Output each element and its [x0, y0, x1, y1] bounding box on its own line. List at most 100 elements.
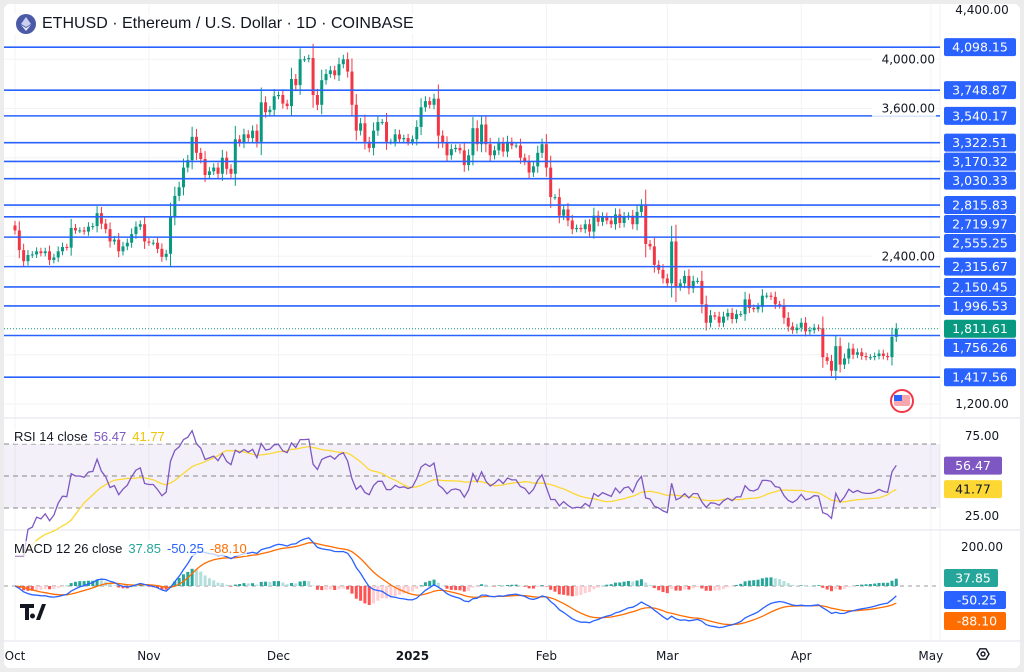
macd-histogram-bar	[480, 584, 484, 586]
candle-up	[683, 275, 687, 284]
macd-histogram-bar	[147, 586, 151, 587]
macd-histogram-bar	[613, 582, 617, 586]
candle-down	[717, 316, 721, 323]
macd-value: -50.25	[166, 541, 204, 556]
macd-histogram-bar	[190, 568, 194, 586]
tradingview-logo-icon	[20, 604, 46, 620]
candle-up	[873, 355, 877, 358]
candle-up	[52, 257, 56, 260]
candle-up	[760, 295, 764, 307]
macd-histogram-bar	[268, 581, 272, 586]
candle-up	[531, 166, 535, 173]
candle-down	[817, 327, 821, 329]
macd-histogram-bar	[670, 586, 674, 589]
macd-histogram-bar	[834, 586, 838, 590]
macd-histogram-bar	[43, 586, 47, 590]
candle-up	[169, 216, 173, 254]
candle-up	[454, 147, 458, 150]
candle-down	[22, 250, 26, 262]
macd-histogram-bar	[497, 585, 501, 586]
candle-down	[436, 98, 440, 136]
candle-down	[238, 139, 242, 143]
macd-histogram-bar	[510, 584, 514, 586]
level-price-label: 4,098.15	[952, 40, 1008, 55]
macd-histogram-bar	[225, 584, 229, 586]
macd-histogram-bar	[65, 585, 69, 587]
candle-up	[56, 251, 60, 258]
candle-down	[838, 346, 842, 365]
level-price-label: 2,315.67	[952, 259, 1008, 274]
chart-canvas[interactable]: 4,400.00 4,000.00 3,600.00 2,400.00 1,200.00…	[4, 4, 1020, 668]
candle-up	[121, 246, 125, 252]
settings-gear-icon[interactable]	[976, 648, 990, 660]
candle-down	[229, 168, 233, 174]
macd-histogram-bar	[415, 586, 419, 589]
candle-up	[277, 94, 281, 97]
candle-down	[73, 227, 77, 231]
price-axis-label-backdrop	[872, 100, 936, 117]
macd-histogram-bar	[518, 585, 522, 587]
candle-up	[415, 126, 419, 140]
rsi-value: 56.47	[93, 429, 127, 444]
candle-up	[220, 157, 224, 174]
candle-down	[644, 204, 648, 244]
macd-histogram-bar	[683, 586, 687, 590]
time-axis-label: 2025	[396, 649, 429, 663]
macd-histogram-bar	[881, 582, 885, 586]
macd-histogram-bar	[108, 584, 112, 586]
candle-up	[380, 122, 384, 124]
macd-histogram-bar	[557, 586, 561, 595]
macd-histogram-bar	[484, 584, 488, 586]
candle-down	[791, 326, 795, 331]
candle-up	[765, 295, 769, 297]
macd-histogram-bar	[795, 585, 799, 587]
macd-histogram-bar	[799, 585, 803, 586]
macd-histogram-bar	[829, 586, 833, 592]
candle-up	[359, 123, 363, 131]
macd-histogram-bar	[216, 582, 220, 586]
candle-down	[752, 307, 756, 310]
candle-up	[298, 59, 302, 86]
level-price-tag	[944, 106, 1016, 125]
macd-histogram-bar	[713, 586, 717, 591]
ethereum-logo-icon	[16, 14, 36, 34]
candle-down	[488, 144, 492, 156]
macd-histogram-bar	[298, 581, 302, 586]
symbol-title[interactable]: ETHUSD · Ethereum / U.S. Dollar · 1D · C…	[42, 15, 414, 32]
candle-down	[881, 353, 885, 356]
candle-up	[799, 322, 803, 328]
candle-up	[268, 109, 272, 113]
rsi-title[interactable]: RSI 14 close	[14, 429, 88, 444]
level-price-tag	[944, 171, 1016, 190]
macd-histogram-bar	[462, 586, 466, 592]
macd-histogram-bar	[212, 580, 216, 586]
macd-histogram-bar	[661, 586, 665, 593]
macd-histogram-bar	[536, 586, 540, 588]
macd-signal-value: -88.10	[209, 541, 247, 556]
candle-up	[177, 187, 181, 196]
macd-title[interactable]: MACD 12 26 close	[14, 541, 123, 556]
candle-up	[726, 312, 730, 317]
candle-down	[294, 78, 298, 86]
macd-histogram-bar	[570, 586, 574, 597]
candle-down	[804, 322, 808, 332]
macd-histogram-bar	[864, 584, 868, 586]
macd-histogram-bar	[622, 581, 626, 586]
candle-down	[203, 158, 207, 175]
candle-down	[143, 224, 147, 242]
candle-down	[769, 295, 773, 297]
macd-legend: MACD 12 26 close 37.85 -50.25 -88.10	[14, 541, 247, 556]
macd-histogram-bar	[238, 584, 242, 586]
macd-histogram-bar	[691, 586, 695, 589]
macd-histogram-bar	[471, 586, 475, 588]
candle-up	[553, 197, 557, 199]
candle-up	[467, 155, 471, 166]
price-axis-label: 3,600.00	[882, 102, 935, 116]
time-axis-label: Apr	[791, 649, 812, 663]
candle-down	[82, 230, 86, 232]
candle-down	[687, 275, 691, 289]
candle-up	[613, 214, 617, 225]
candle-down	[216, 167, 220, 174]
macd-histogram-bar	[778, 579, 782, 586]
macd-histogram-bar	[78, 581, 82, 586]
